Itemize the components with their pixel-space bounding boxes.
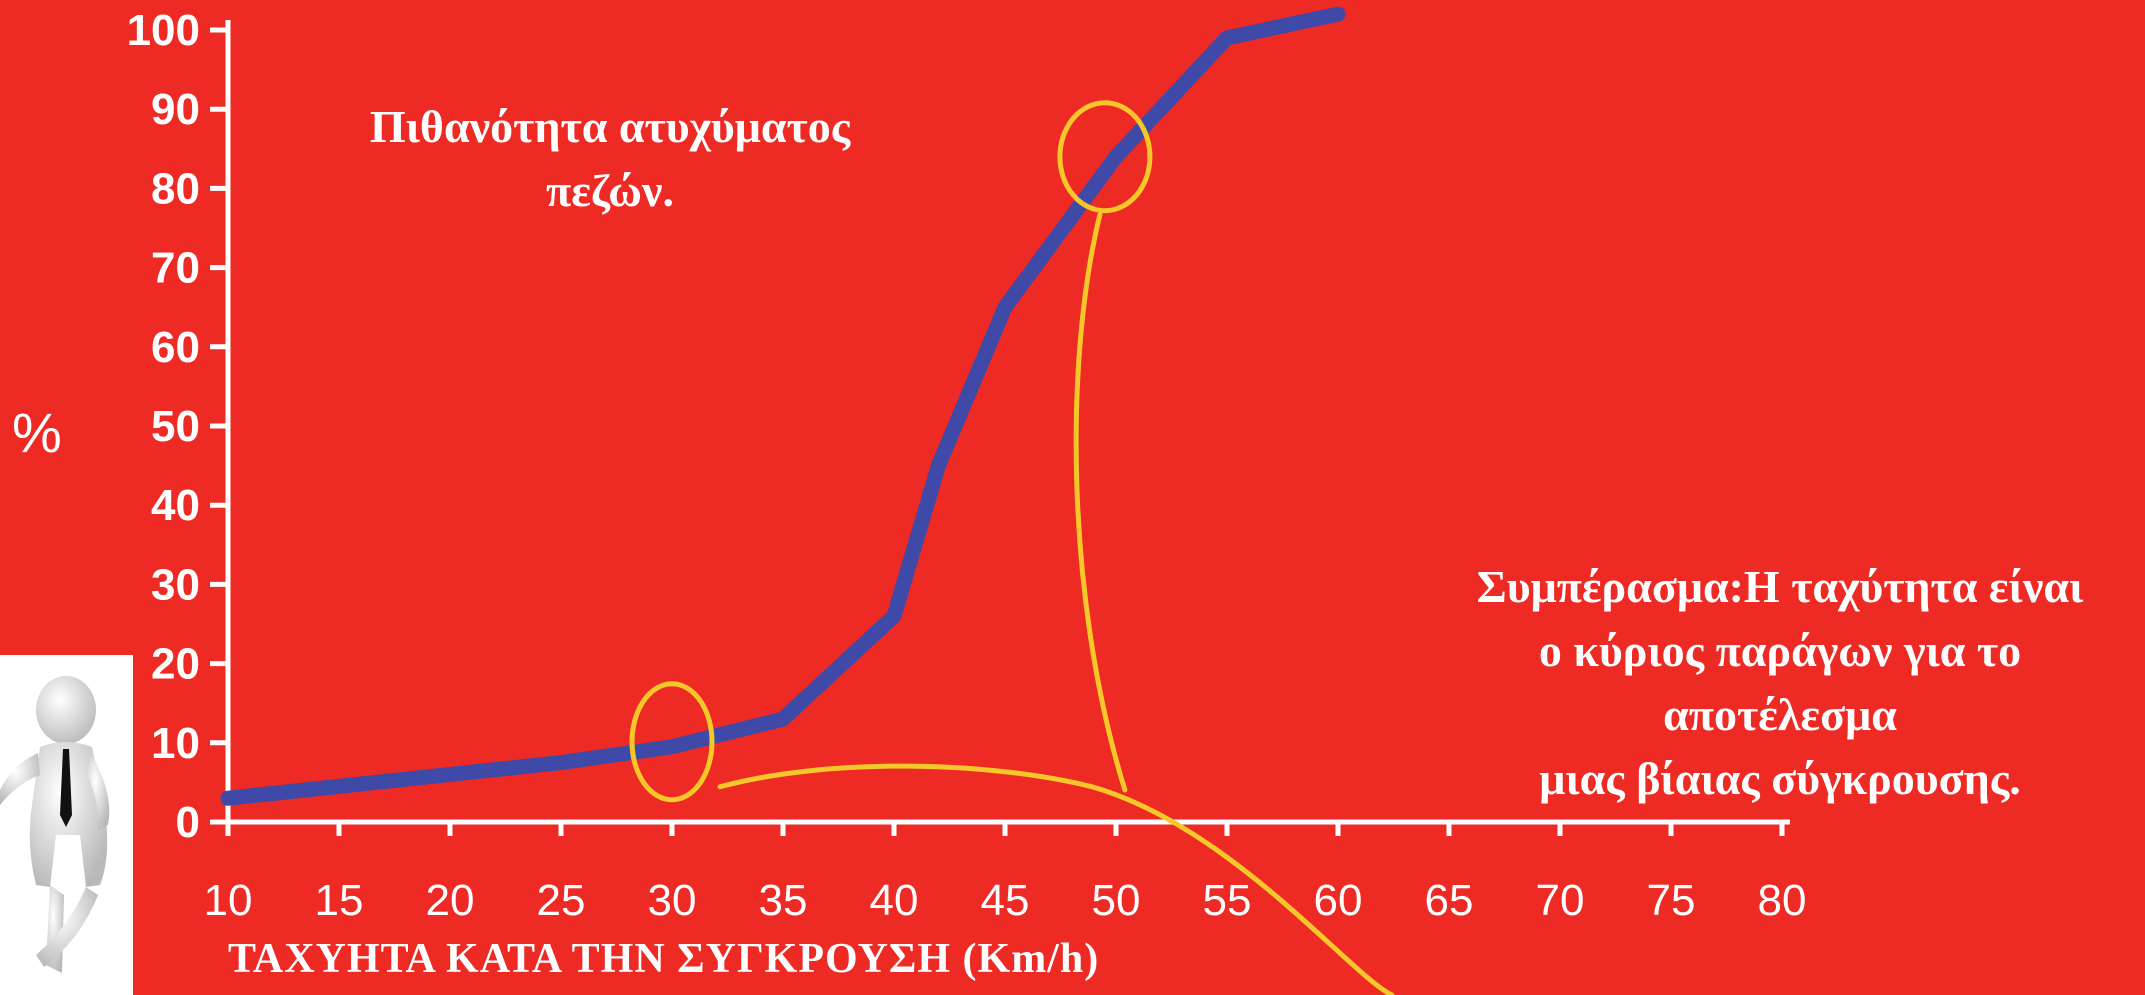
x-tick-label: 80 xyxy=(1758,876,1807,925)
connector-curve xyxy=(717,763,1395,995)
y-tick-label: 80 xyxy=(151,164,200,213)
chart-title: Πιθανότητα ατυχύματος πεζών. xyxy=(330,95,890,223)
x-tick-label: 10 xyxy=(204,876,253,925)
data-point xyxy=(337,784,341,789)
y-tick-label: 60 xyxy=(151,323,200,372)
x-tick-label: 50 xyxy=(1092,876,1141,925)
data-point xyxy=(892,614,896,619)
chart-title-line-1: Πιθανότητα ατυχύματος xyxy=(369,101,851,152)
x-tick-label: 70 xyxy=(1536,876,1585,925)
data-point xyxy=(1336,12,1340,17)
x-tick-label: 30 xyxy=(648,876,697,925)
data-point xyxy=(1003,305,1007,310)
x-tick-label: 40 xyxy=(870,876,919,925)
annotation-layer xyxy=(629,100,1395,995)
data-point xyxy=(670,744,674,749)
chart-title-line-2: πεζών. xyxy=(546,165,674,216)
x-tick-label: 60 xyxy=(1314,876,1363,925)
x-tick-label: 35 xyxy=(759,876,808,925)
series-layer xyxy=(220,6,1346,806)
y-tick-label: 70 xyxy=(151,244,200,293)
y-tick-label: 50 xyxy=(151,402,200,451)
conclusion-text: Συμπέρασμα:Η ταχύτητα είναι ο κύριος παρ… xyxy=(1420,555,2140,811)
data-point xyxy=(781,717,785,722)
x-tick-label: 75 xyxy=(1647,876,1696,925)
y-tick-label: 0 xyxy=(176,798,200,847)
data-point xyxy=(559,760,563,765)
highlight-circle xyxy=(1057,100,1153,214)
standing-person-figure xyxy=(0,676,110,973)
y-axis-label: % xyxy=(12,401,62,464)
y-tick-label: 100 xyxy=(127,6,200,55)
y-tick-label: 30 xyxy=(151,560,200,609)
x-tick-label: 45 xyxy=(981,876,1030,925)
conclusion-line-2: ο κύριος παράγων για το αποτέλεσμα xyxy=(1538,625,2022,740)
y-tick-label: 10 xyxy=(151,719,200,768)
data-point xyxy=(1225,35,1229,40)
x-tick-label: 65 xyxy=(1425,876,1474,925)
highlight-circle xyxy=(629,681,715,803)
y-tick-label: 20 xyxy=(151,640,200,689)
connector-curve xyxy=(1073,212,1128,793)
x-tick-label: 55 xyxy=(1203,876,1252,925)
x-axis-label: ΤΑΧΥΗΤΑ ΚΑΤΑ ΤΗΝ ΣΥΓΚΡΟΥΣΗ (Km/h) xyxy=(228,936,1100,982)
conclusion-line-3: μιας βίαιας σύγκρουσης. xyxy=(1539,753,2021,804)
data-point xyxy=(226,796,230,801)
data-point xyxy=(936,463,941,468)
figure-panel xyxy=(0,655,133,995)
y-tick-label: 40 xyxy=(151,481,200,530)
data-point xyxy=(1114,154,1118,159)
x-tick-label: 20 xyxy=(426,876,475,925)
x-tick-label: 25 xyxy=(537,876,586,925)
y-tick-label: 90 xyxy=(151,85,200,134)
x-tick-label: 15 xyxy=(315,876,364,925)
data-point xyxy=(448,772,452,777)
conclusion-line-1: Συμπέρασμα:Η ταχύτητα είναι xyxy=(1476,561,2084,612)
series-line-0 xyxy=(220,6,1346,806)
